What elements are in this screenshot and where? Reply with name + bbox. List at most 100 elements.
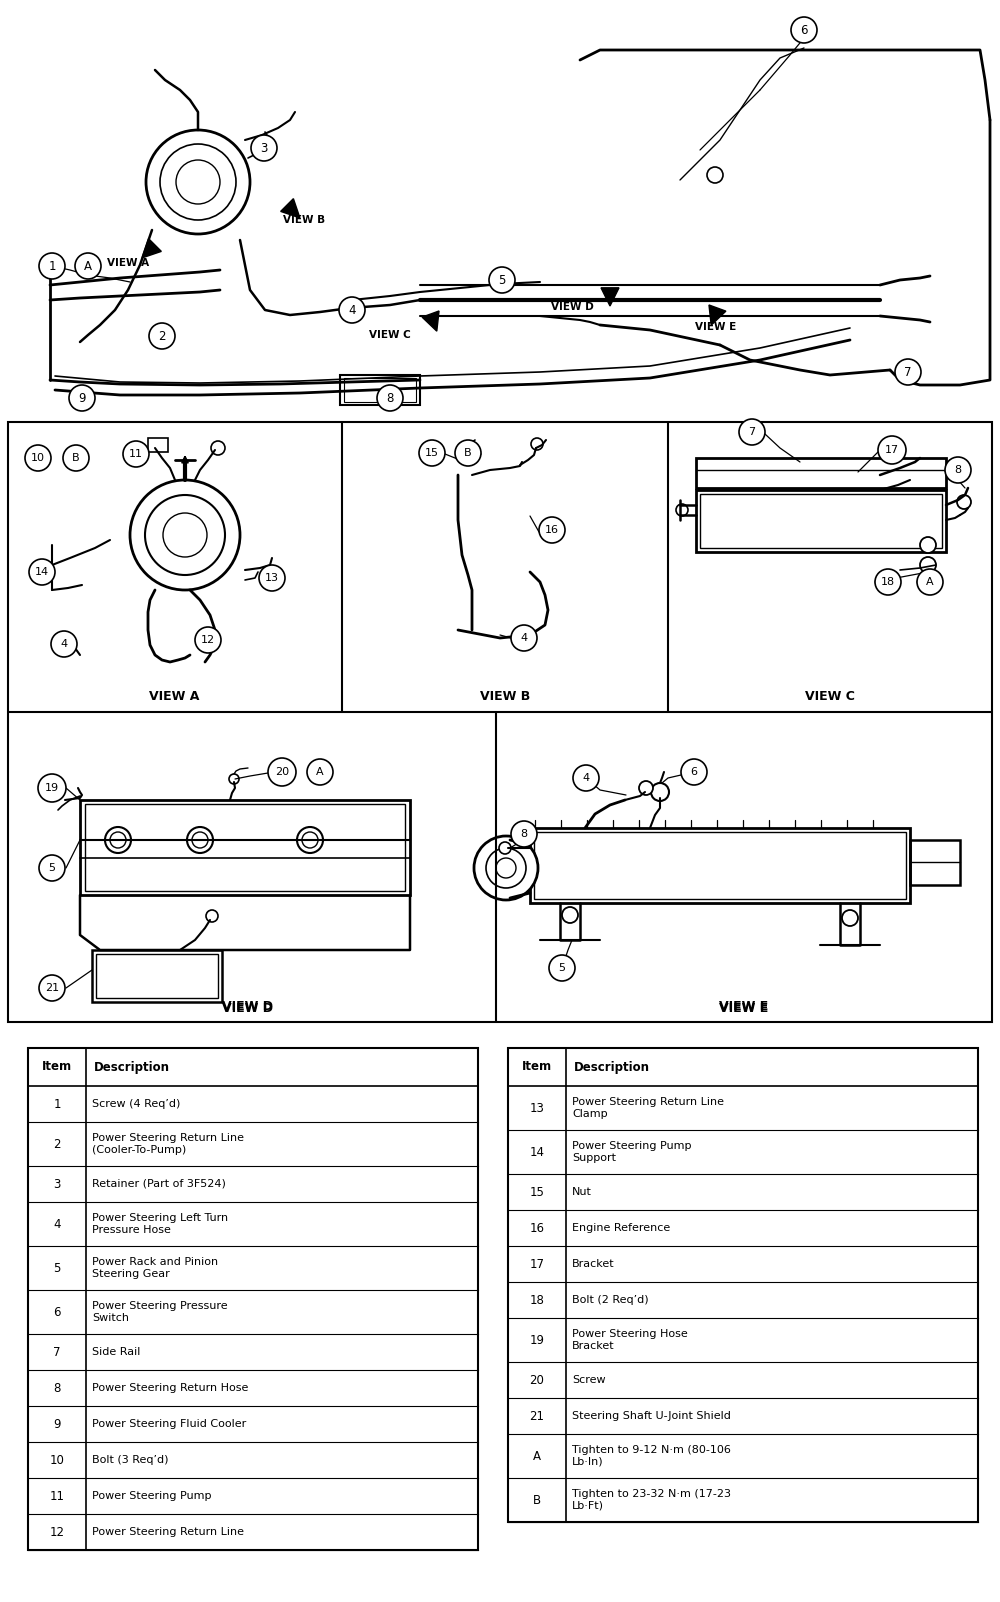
Text: 4: 4 [60, 639, 68, 649]
Circle shape [123, 441, 149, 468]
Bar [8, 421, 992, 1022]
Text: 17: 17 [530, 1258, 544, 1270]
Circle shape [229, 774, 239, 783]
Circle shape [562, 907, 578, 923]
Circle shape [145, 495, 225, 575]
Circle shape [377, 384, 403, 412]
Circle shape [878, 436, 906, 465]
Bar [92, 950, 222, 1001]
Bar [696, 458, 946, 489]
Text: 18: 18 [881, 577, 895, 586]
Text: 11: 11 [129, 449, 143, 460]
Text: 6: 6 [53, 1306, 61, 1318]
Circle shape [875, 569, 901, 594]
Text: Power Steering Pump: Power Steering Pump [92, 1491, 212, 1501]
Text: Screw: Screw [572, 1375, 606, 1386]
Circle shape [486, 847, 526, 888]
Text: VIEW A: VIEW A [107, 258, 149, 268]
Circle shape [474, 836, 538, 900]
Text: VIEW C: VIEW C [805, 690, 855, 703]
Circle shape [75, 253, 101, 279]
Circle shape [38, 774, 66, 803]
Circle shape [268, 758, 296, 787]
Circle shape [707, 167, 723, 183]
Circle shape [302, 831, 318, 847]
Text: Power Steering Fluid Cooler: Power Steering Fluid Cooler [92, 1419, 246, 1429]
Text: 4: 4 [53, 1218, 61, 1230]
Text: 15: 15 [425, 449, 439, 458]
Text: Retainer (Part of 3F524): Retainer (Part of 3F524) [92, 1179, 226, 1189]
Bar [340, 375, 420, 405]
Text: VIEW D: VIEW D [551, 303, 593, 312]
Circle shape [739, 420, 765, 445]
Circle shape [149, 324, 175, 349]
Circle shape [920, 537, 936, 553]
Text: Tighten to 9-12 N·m (80-106
Lb·In): Tighten to 9-12 N·m (80-106 Lb·In) [572, 1445, 731, 1467]
Circle shape [163, 513, 207, 557]
Polygon shape [142, 239, 161, 258]
Text: 2: 2 [53, 1137, 61, 1150]
Text: Screw (4 Req’d): Screw (4 Req’d) [92, 1099, 180, 1109]
Polygon shape [422, 311, 439, 332]
Text: 3: 3 [260, 141, 268, 154]
Text: VIEW E: VIEW E [719, 1000, 769, 1012]
Text: VIEW B: VIEW B [480, 690, 530, 703]
Text: Item: Item [522, 1061, 552, 1073]
Circle shape [39, 976, 65, 1001]
Circle shape [511, 625, 537, 650]
Text: 16: 16 [545, 525, 559, 535]
Text: Tighten to 23-32 N·m (17-23
Lb·Ft): Tighten to 23-32 N·m (17-23 Lb·Ft) [572, 1490, 731, 1511]
Text: 3: 3 [53, 1177, 61, 1190]
Circle shape [307, 759, 333, 785]
Circle shape [460, 444, 476, 460]
Text: 10: 10 [50, 1453, 64, 1466]
Circle shape [496, 859, 516, 878]
Circle shape [29, 559, 55, 585]
Circle shape [39, 253, 65, 279]
Text: 8: 8 [53, 1381, 61, 1394]
Text: Power Steering Return Line: Power Steering Return Line [92, 1527, 244, 1536]
Text: 13: 13 [265, 574, 279, 583]
Circle shape [105, 827, 131, 852]
Text: Description: Description [574, 1061, 650, 1073]
Text: 6: 6 [800, 24, 808, 37]
Text: 10: 10 [31, 453, 45, 463]
Circle shape [39, 855, 65, 881]
Text: 16: 16 [530, 1221, 544, 1235]
Circle shape [895, 359, 921, 384]
Text: 20: 20 [275, 767, 289, 777]
Text: Power Steering Left Turn
Pressure Hose: Power Steering Left Turn Pressure Hose [92, 1213, 228, 1235]
Circle shape [63, 445, 89, 471]
Circle shape [549, 955, 575, 980]
Text: Side Rail: Side Rail [92, 1347, 140, 1357]
Bar [696, 490, 946, 553]
Circle shape [676, 505, 688, 516]
Text: 17: 17 [885, 445, 899, 455]
Polygon shape [709, 304, 726, 325]
Text: 7: 7 [53, 1346, 61, 1358]
Text: 8: 8 [954, 465, 962, 476]
Circle shape [539, 517, 565, 543]
Circle shape [195, 626, 221, 654]
Circle shape [192, 831, 208, 847]
Circle shape [69, 384, 95, 412]
Text: 12: 12 [201, 634, 215, 646]
Circle shape [251, 135, 277, 160]
Circle shape [920, 557, 936, 574]
Bar [700, 493, 942, 548]
Circle shape [573, 766, 599, 791]
Text: VIEW A: VIEW A [149, 690, 199, 703]
Circle shape [146, 130, 250, 234]
Circle shape [511, 820, 537, 847]
Circle shape [499, 843, 511, 854]
Circle shape [211, 441, 225, 455]
Circle shape [842, 910, 858, 926]
Text: Item: Item [42, 1061, 72, 1073]
Text: VIEW B: VIEW B [283, 215, 325, 224]
Circle shape [639, 782, 653, 795]
Text: 1: 1 [53, 1097, 61, 1110]
Text: Power Steering Pump
Support: Power Steering Pump Support [572, 1141, 692, 1163]
Text: 21: 21 [530, 1410, 544, 1423]
Text: Power Steering Return Line
(Cooler-To-Pump): Power Steering Return Line (Cooler-To-Pu… [92, 1133, 244, 1155]
Bar [530, 828, 910, 904]
